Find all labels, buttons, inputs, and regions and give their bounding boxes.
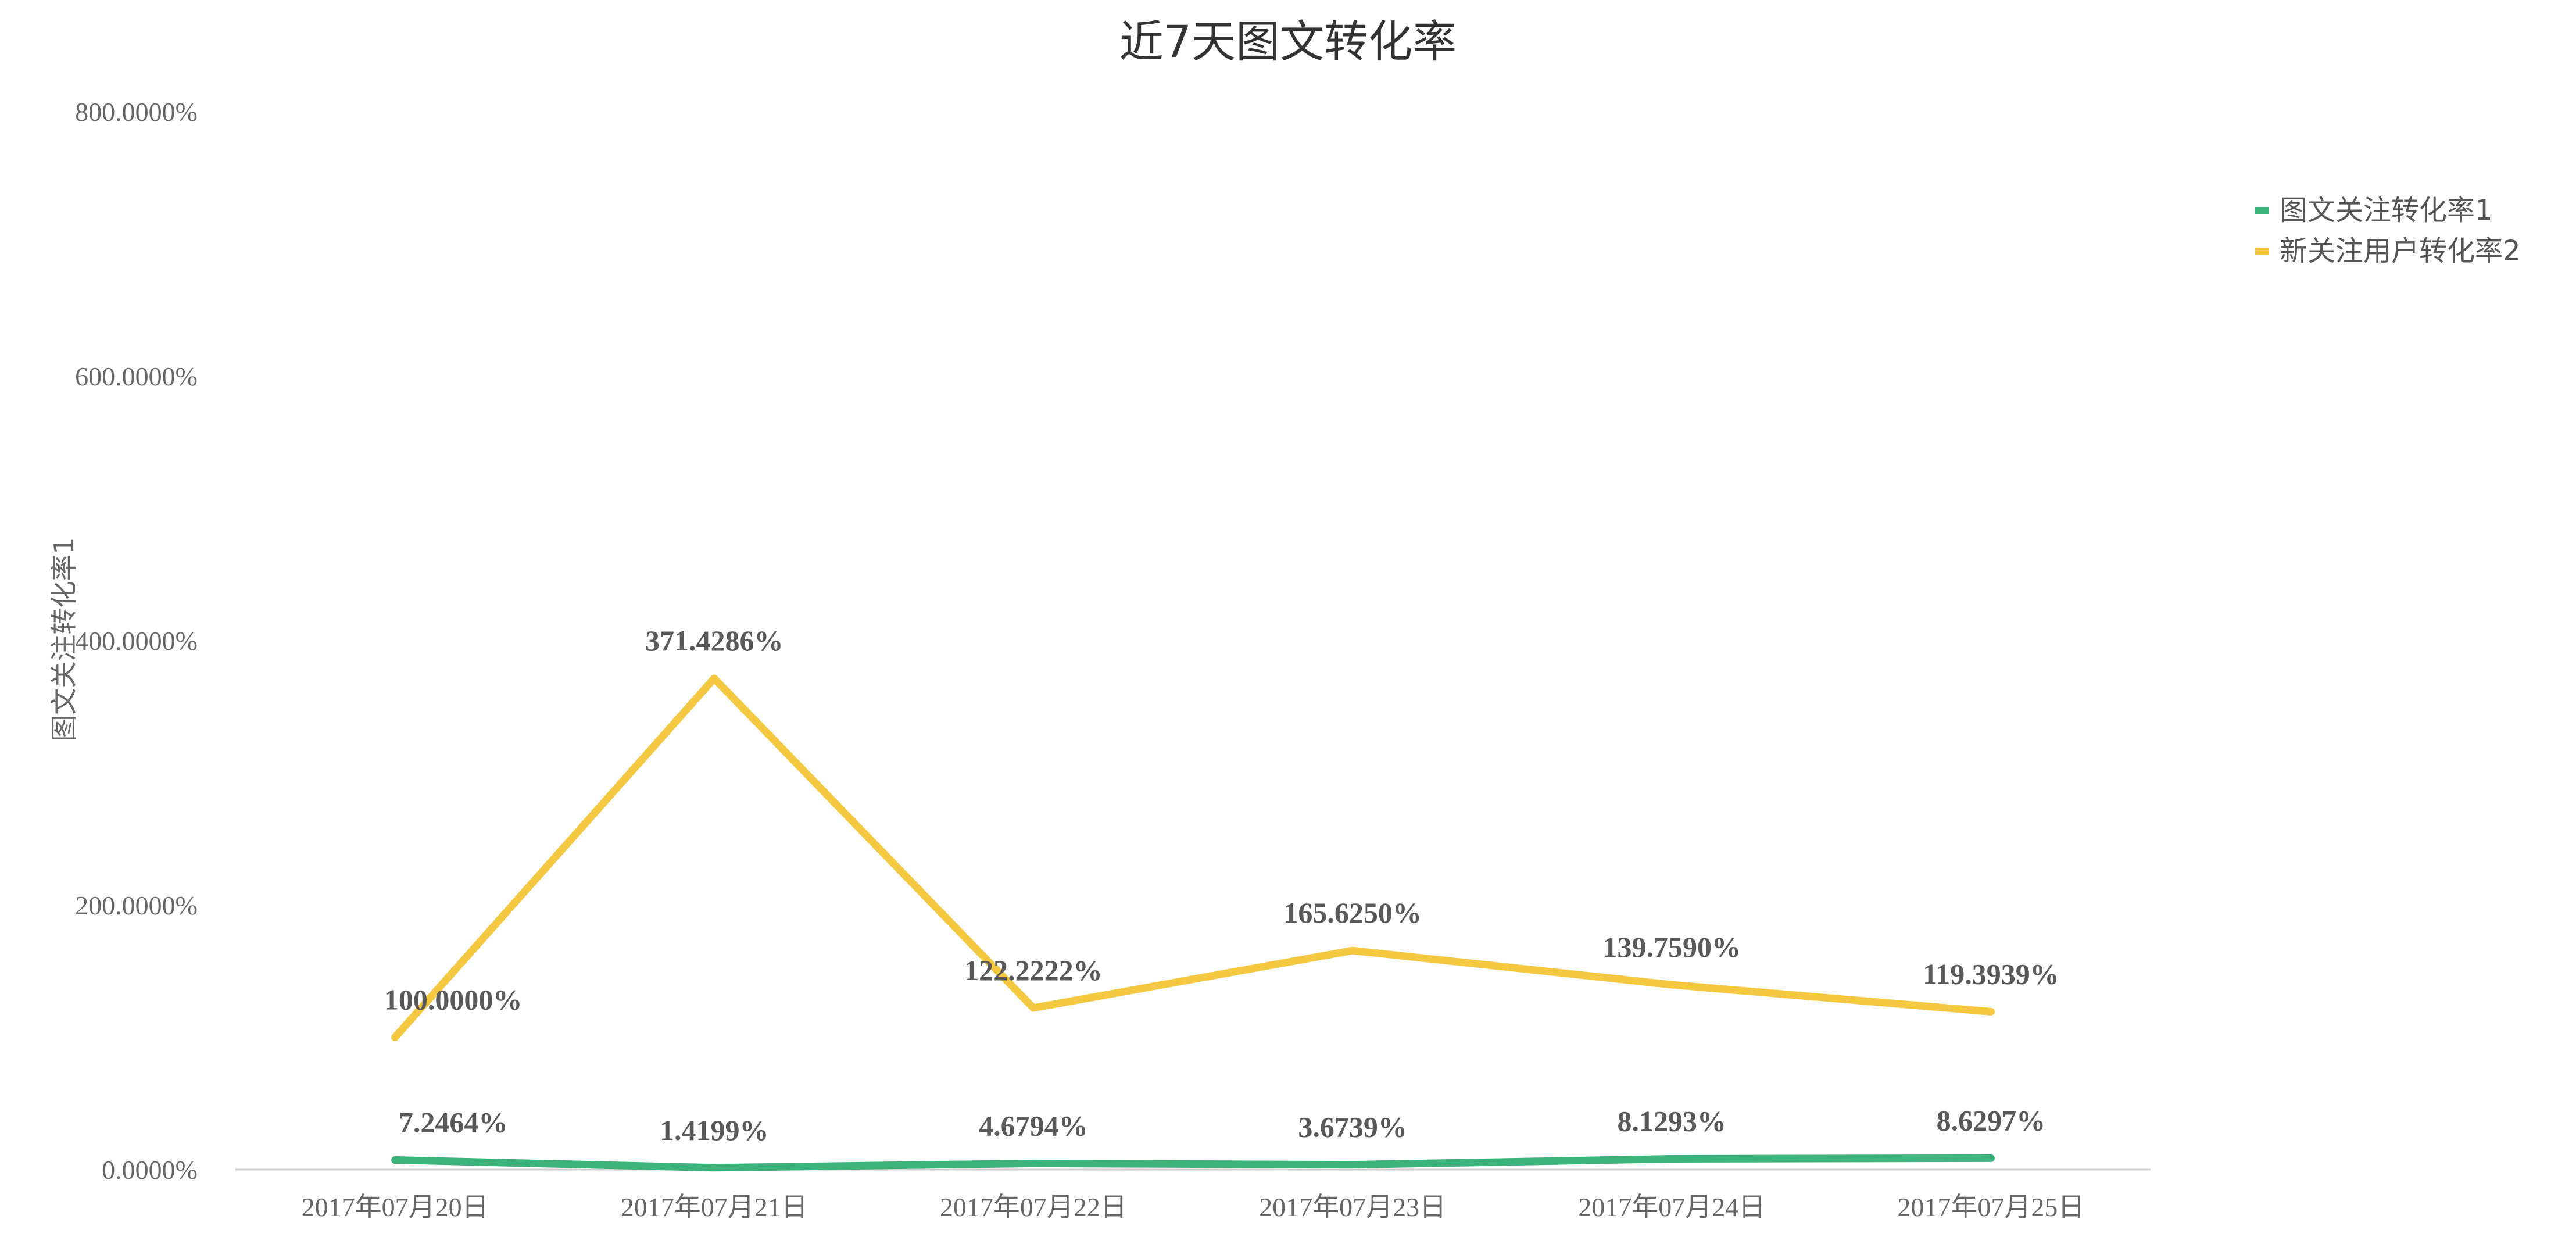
legend-label: 图文关注转化率1 <box>2280 194 2493 227</box>
data-label: 3.6739% <box>1298 1111 1407 1143</box>
data-point <box>1990 1157 1992 1159</box>
x-tick-label: 2017年07月23日 <box>1259 1192 1446 1222</box>
data-point <box>713 677 715 679</box>
data-label: 119.3939% <box>1923 957 2059 990</box>
data-label: 165.6250% <box>1283 896 1422 929</box>
legend-swatch <box>2255 248 2269 255</box>
data-point <box>1990 1011 1992 1013</box>
y-axis-label: 图文关注转化率1 <box>48 537 80 741</box>
data-label: 7.2464% <box>399 1106 508 1139</box>
data-label: 100.0000% <box>384 984 523 1016</box>
x-tick-label: 2017年07月21日 <box>621 1192 808 1222</box>
series-line-2 <box>391 674 1995 1041</box>
data-labels: 7.2464% 1.4199% 4.6794% 3.6739% 8.1293% 8.629… <box>384 624 2059 1146</box>
data-point <box>1352 950 1354 952</box>
data-point <box>394 1159 396 1161</box>
data-label: 1.4199% <box>660 1114 769 1146</box>
series-lines <box>391 674 1995 1172</box>
legend-label: 新关注用户转化率2 <box>2280 235 2521 267</box>
data-label: 8.6297% <box>1937 1104 2046 1136</box>
data-label: 122.2222% <box>964 954 1103 986</box>
y-tick-label: 200.0000% <box>75 891 198 920</box>
x-tick-label: 2017年07月22日 <box>940 1192 1127 1222</box>
data-point <box>1032 1163 1034 1164</box>
data-point <box>1032 1007 1034 1009</box>
x-tick-label: 2017年07月24日 <box>1578 1192 1765 1222</box>
y-tick-label: 0.0000% <box>102 1155 198 1185</box>
data-point <box>394 1036 396 1038</box>
x-tick-label: 2017年07月20日 <box>302 1192 489 1222</box>
data-point <box>1671 984 1673 986</box>
x-tick-label: 2017年07月25日 <box>1897 1192 2084 1222</box>
data-label: 371.4286% <box>645 624 783 657</box>
series-line-1 <box>391 1154 1995 1172</box>
chart-title: 近7天图文转化率 <box>1119 16 1457 67</box>
legend: 图文关注转化率1 新关注用户转化率2 <box>2255 194 2521 267</box>
x-axis-ticks: 2017年07月20日 2017年07月21日 2017年07月22日 2017年07… <box>302 1192 2085 1222</box>
legend-swatch <box>2255 207 2269 214</box>
data-point <box>713 1167 715 1168</box>
data-label: 139.7590% <box>1603 931 1741 963</box>
y-tick-label: 600.0000% <box>75 362 198 391</box>
data-point <box>1352 1164 1354 1166</box>
data-point <box>1671 1158 1673 1160</box>
data-label: 4.6794% <box>979 1109 1088 1142</box>
data-label: 8.1293% <box>1618 1105 1727 1138</box>
y-axis-ticks: 0.0000% 200.0000% 400.0000% 600.0000% 800.00… <box>75 97 198 1185</box>
y-tick-label: 400.0000% <box>75 626 198 656</box>
y-tick-label: 800.0000% <box>75 97 198 127</box>
